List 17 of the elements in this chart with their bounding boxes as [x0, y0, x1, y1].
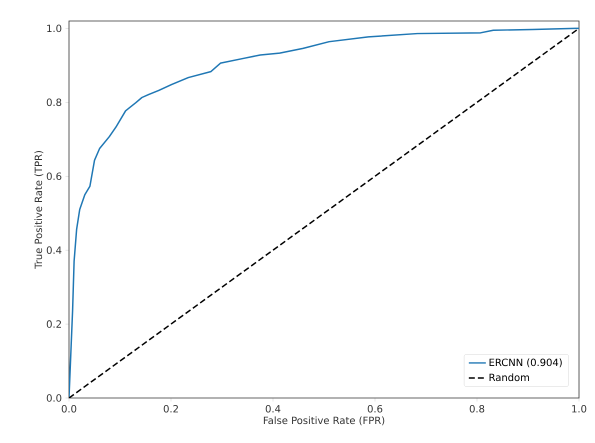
legend-label: Random [490, 373, 530, 382]
x-tick-label: 1.0 [572, 405, 586, 413]
x-tick-label: 0.4 [266, 405, 280, 413]
y-tick-label: 0.6 [46, 172, 62, 180]
y-tick-label: 1.0 [47, 24, 62, 32]
line-series [69, 28, 580, 398]
y-tick-label: 0.0 [46, 394, 62, 402]
x-tick-label: 0.2 [164, 405, 178, 413]
legend-label: ERCNN (0.904) [490, 358, 562, 368]
y-tick-label: 0.4 [46, 246, 62, 254]
x-tick-label: 0.6 [368, 405, 382, 413]
x-axis-title: False Positive Rate (FPR) [264, 416, 384, 426]
x-tick-label: 0.8 [470, 405, 484, 413]
y-axis-title: True Positive Rate (TPR) [34, 151, 44, 269]
y-tick-label: 0.2 [46, 320, 61, 328]
x-tick-label: 0.0 [62, 405, 76, 413]
y-tick-label: 0.8 [46, 98, 62, 106]
